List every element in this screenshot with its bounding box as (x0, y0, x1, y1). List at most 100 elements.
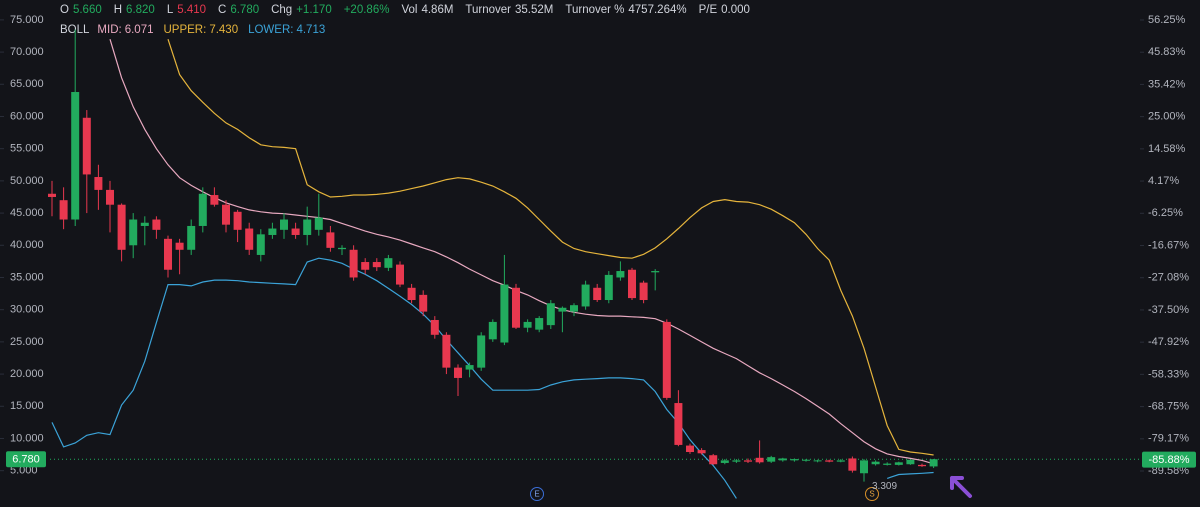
candle-body (744, 460, 752, 462)
candle-body (697, 450, 706, 454)
header-label: Turnover (465, 4, 511, 16)
y-tick-label: 70.000 (10, 46, 44, 58)
candle-body (187, 225, 196, 250)
candle-body (268, 228, 277, 235)
candle-body (871, 461, 880, 465)
candle-body (894, 462, 903, 465)
candle-body (523, 321, 532, 328)
header-label: L (167, 4, 174, 16)
header: O 5.660 H 6.820 L 5.410 C 6.780 Chg +1.170 +20.86%… (60, 4, 750, 36)
candle-body (581, 284, 590, 307)
y2-tick-label: 45.83% (1148, 46, 1186, 58)
candle-body (767, 457, 776, 462)
candle-body (291, 228, 300, 235)
candle-body (512, 287, 520, 328)
candle-body (256, 234, 265, 255)
candle-body (71, 92, 80, 220)
y-tick-label: 35.000 (10, 271, 44, 283)
candle-body (384, 258, 393, 268)
boll-line (887, 471, 934, 479)
candle-body (651, 271, 660, 273)
candle-body (848, 458, 857, 471)
y2-tick-label: -27.08% (1148, 272, 1189, 284)
candle-body (488, 321, 497, 340)
candle-body (129, 219, 138, 246)
y2-tick-label: -68.75% (1148, 400, 1189, 412)
y2-tick-label: 4.17% (1148, 175, 1179, 187)
candle-body (164, 238, 172, 270)
y2-tick-label: -79.17% (1148, 433, 1189, 445)
candle-body (175, 242, 184, 250)
y-tick-label: 15.000 (10, 400, 44, 412)
y-tick-label: 50.000 (10, 175, 44, 187)
header-value: 4.86M (421, 4, 453, 16)
candle-body (442, 334, 451, 368)
header-label: H (114, 4, 122, 16)
y2-tick-label: -47.92% (1148, 336, 1189, 348)
split-marker-label[interactable]: S (869, 490, 874, 499)
boll-line (167, 39, 934, 456)
split-marker[interactable] (865, 487, 879, 501)
candle-body (604, 274, 613, 301)
y2-tick-label: -6.25% (1148, 207, 1183, 219)
candle-body (454, 367, 462, 378)
candle-body (790, 459, 799, 461)
candle-body (778, 458, 787, 461)
candle-body (361, 262, 370, 270)
candle-body (94, 177, 103, 190)
event-marker-label[interactable]: E (534, 490, 539, 499)
candle-body (558, 307, 567, 312)
header-value: 35.52M (515, 4, 553, 16)
candle-body (314, 217, 323, 230)
y-tick-label: 20.000 (10, 368, 44, 380)
candle-body (465, 365, 474, 370)
y2-tick-label: -58.33% (1148, 368, 1189, 380)
candle-body (140, 222, 149, 226)
candle-body (616, 271, 625, 278)
boll-line (51, 257, 737, 499)
candle-body (593, 287, 602, 301)
last-pct-badge (1142, 451, 1196, 468)
legend-value: 6.071 (125, 24, 154, 36)
header-label: Vol (401, 4, 417, 16)
candle-body (477, 335, 486, 368)
header-value: 6.780 (230, 4, 259, 16)
last-pct-label: -85.88% (1149, 454, 1190, 466)
candle-body (639, 282, 648, 301)
y-tick-label: 30.000 (10, 304, 44, 316)
y-tick-label: 65.000 (10, 78, 44, 90)
candle-body (59, 200, 68, 220)
candle-body (720, 460, 729, 463)
candle-body (280, 219, 288, 230)
header-label: C (218, 4, 226, 16)
candle-body (233, 211, 242, 230)
candle-body (326, 232, 335, 248)
candle-body (117, 204, 126, 250)
candle-body (546, 303, 555, 326)
boll-line (109, 39, 934, 465)
candle-body (570, 305, 578, 312)
event-marker[interactable] (530, 487, 544, 501)
y2-tick-label: -37.50% (1148, 304, 1189, 316)
y-tick-label: 45.000 (10, 207, 44, 219)
last-price-badge (6, 451, 46, 468)
pointer-arrow (950, 476, 972, 498)
y-tick-label: 60.000 (10, 110, 44, 122)
last-price-label: 6.780 (12, 454, 40, 466)
candle-body (245, 228, 254, 250)
candle-body (106, 189, 114, 205)
y-tick-label: 55.000 (10, 143, 44, 155)
legend-value: 7.430 (209, 24, 238, 36)
header-label: O (60, 4, 69, 16)
candle-body (500, 284, 509, 343)
candle-body (396, 264, 404, 285)
y2-tick-label: 56.25% (1148, 14, 1186, 26)
candle-body (82, 117, 91, 175)
candle-body (929, 459, 938, 467)
y2-tick-label: -89.58% (1148, 465, 1189, 477)
y2-tick-label: 14.58% (1148, 143, 1186, 155)
candle-body (303, 219, 312, 235)
header-value: 4757.264% (628, 4, 686, 16)
